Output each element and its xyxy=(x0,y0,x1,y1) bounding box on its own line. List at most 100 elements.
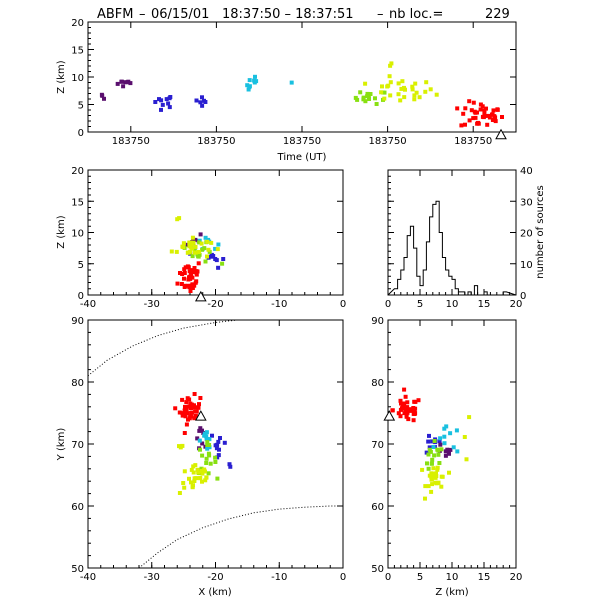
source-point xyxy=(408,408,413,413)
y-axis-label: number of sources xyxy=(535,185,546,278)
source-point xyxy=(203,259,208,264)
source-point xyxy=(206,247,211,252)
source-point xyxy=(490,118,495,122)
source-point xyxy=(190,254,195,259)
source-point xyxy=(451,445,456,450)
source-point xyxy=(192,416,197,421)
source-point xyxy=(495,107,500,112)
source-point xyxy=(491,108,496,113)
source-point xyxy=(443,453,448,458)
source-point xyxy=(361,95,366,100)
source-point xyxy=(355,97,360,102)
x-axis-label: X (km) xyxy=(198,587,231,598)
source-point xyxy=(192,266,197,270)
source-point xyxy=(215,455,220,460)
source-point xyxy=(467,118,472,123)
source-point xyxy=(195,467,200,472)
source-point xyxy=(187,244,192,249)
source-point xyxy=(411,418,416,423)
x-tick-label: 10 xyxy=(446,299,459,310)
source-point xyxy=(99,92,104,97)
source-point xyxy=(202,98,206,103)
x-tick-label: 183750 xyxy=(197,136,235,147)
y-tick-label: 80 xyxy=(371,378,384,389)
source-point xyxy=(198,447,202,452)
source-point xyxy=(195,436,200,441)
source-point xyxy=(216,453,221,458)
panel-time-height: 183750 183750 183750 183750 183750 0 5 10 15 20 Ti… xyxy=(56,18,517,163)
source-point xyxy=(205,239,210,244)
source-point xyxy=(187,269,192,274)
source-point xyxy=(199,241,204,246)
source-point xyxy=(484,106,488,111)
source-point xyxy=(166,101,171,106)
source-point xyxy=(428,87,433,92)
y-tick-label: 80 xyxy=(71,378,84,389)
source-point xyxy=(187,416,192,421)
y-tick-label: 10 xyxy=(520,260,533,271)
source-point xyxy=(190,275,195,280)
source-point xyxy=(210,433,214,438)
y-tick-label: 10 xyxy=(71,73,84,84)
source-point xyxy=(500,115,504,119)
panel-x-z: -40 -30 -20 -10 0 0 5 10 15 20 Z (km) xyxy=(56,166,346,310)
svg-text:–: – xyxy=(377,7,384,22)
source-point xyxy=(178,271,182,275)
station-marker-icon xyxy=(194,410,207,421)
source-point xyxy=(189,480,193,485)
plot-area xyxy=(390,387,472,501)
histogram-steps xyxy=(388,200,516,295)
source-point xyxy=(400,79,405,84)
source-point xyxy=(247,78,252,83)
source-point xyxy=(436,452,441,457)
source-point xyxy=(444,424,449,429)
source-point xyxy=(198,396,203,400)
y-axis-label: Z (km) xyxy=(56,215,67,248)
source-point xyxy=(365,94,370,99)
source-point xyxy=(461,111,466,116)
source-point xyxy=(213,246,218,251)
source-point xyxy=(169,249,174,254)
source-point xyxy=(184,422,189,427)
source-point xyxy=(493,119,498,124)
y-tick-label: 30 xyxy=(520,197,533,208)
y-tick-label: 50 xyxy=(71,564,84,575)
boundary-curve xyxy=(88,320,242,377)
x-tick-label: -30 xyxy=(144,299,160,310)
source-point xyxy=(217,447,221,452)
x-tick-label: 15 xyxy=(478,299,491,310)
source-point xyxy=(189,406,193,410)
source-point xyxy=(187,476,191,481)
source-point xyxy=(191,470,196,475)
source-point xyxy=(385,84,390,89)
y-axis-label: Y (km) xyxy=(56,428,67,462)
source-point xyxy=(405,400,410,405)
x-tick-label: -30 xyxy=(144,572,160,583)
source-point xyxy=(455,106,460,111)
source-point xyxy=(200,247,205,252)
source-point xyxy=(180,272,185,276)
source-point xyxy=(183,404,187,409)
source-point xyxy=(175,217,180,222)
source-point xyxy=(436,480,441,485)
source-point xyxy=(202,433,207,438)
source-point xyxy=(358,90,363,95)
x-tick-label: 183750 xyxy=(369,136,407,147)
source-point xyxy=(490,112,495,117)
source-point xyxy=(202,246,207,251)
source-point xyxy=(406,417,411,422)
source-point xyxy=(404,413,409,418)
x-tick-label: 5 xyxy=(417,299,423,310)
source-point xyxy=(434,92,439,97)
source-point xyxy=(182,469,187,474)
source-point xyxy=(426,484,431,489)
y-tick-label: 50 xyxy=(371,564,384,575)
source-point xyxy=(440,474,445,479)
source-point xyxy=(373,96,377,101)
source-point xyxy=(192,479,197,483)
source-point xyxy=(245,83,250,88)
source-point xyxy=(434,474,439,478)
source-point xyxy=(220,261,225,266)
